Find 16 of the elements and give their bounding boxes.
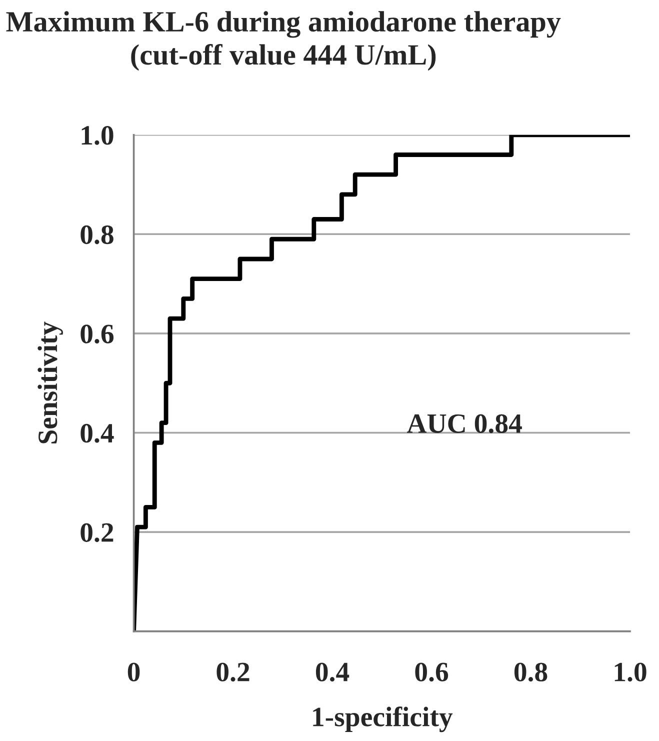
y-tick-label: 1.0 — [82, 126, 114, 145]
x-tick-label: 1.0 — [614, 662, 646, 682]
x-tick-label: 0.2 — [216, 662, 250, 682]
line-series — [134, 134, 630, 632]
y-tick-label: 0.8 — [80, 225, 114, 244]
y-axis-title: Sensitivity — [38, 322, 63, 444]
y-tick-label: 0.6 — [80, 324, 114, 344]
chart-title: Maximum KL-6 during amiodarone therapy (cut-off value 444 U/mL) — [6, 11, 561, 71]
x-tick-label: 0.6 — [415, 662, 448, 682]
y-tick-label: 0.4 — [80, 424, 114, 443]
y-tick-label: 0.2 — [80, 523, 114, 542]
x-axis-title: 1-specificity — [313, 706, 453, 732]
x-tick-label: 0.4 — [316, 662, 350, 682]
x-tick-label: 0 — [128, 662, 140, 682]
x-tick-label: 0.8 — [514, 662, 548, 682]
annotation: AUC 0.84 — [406, 414, 522, 434]
